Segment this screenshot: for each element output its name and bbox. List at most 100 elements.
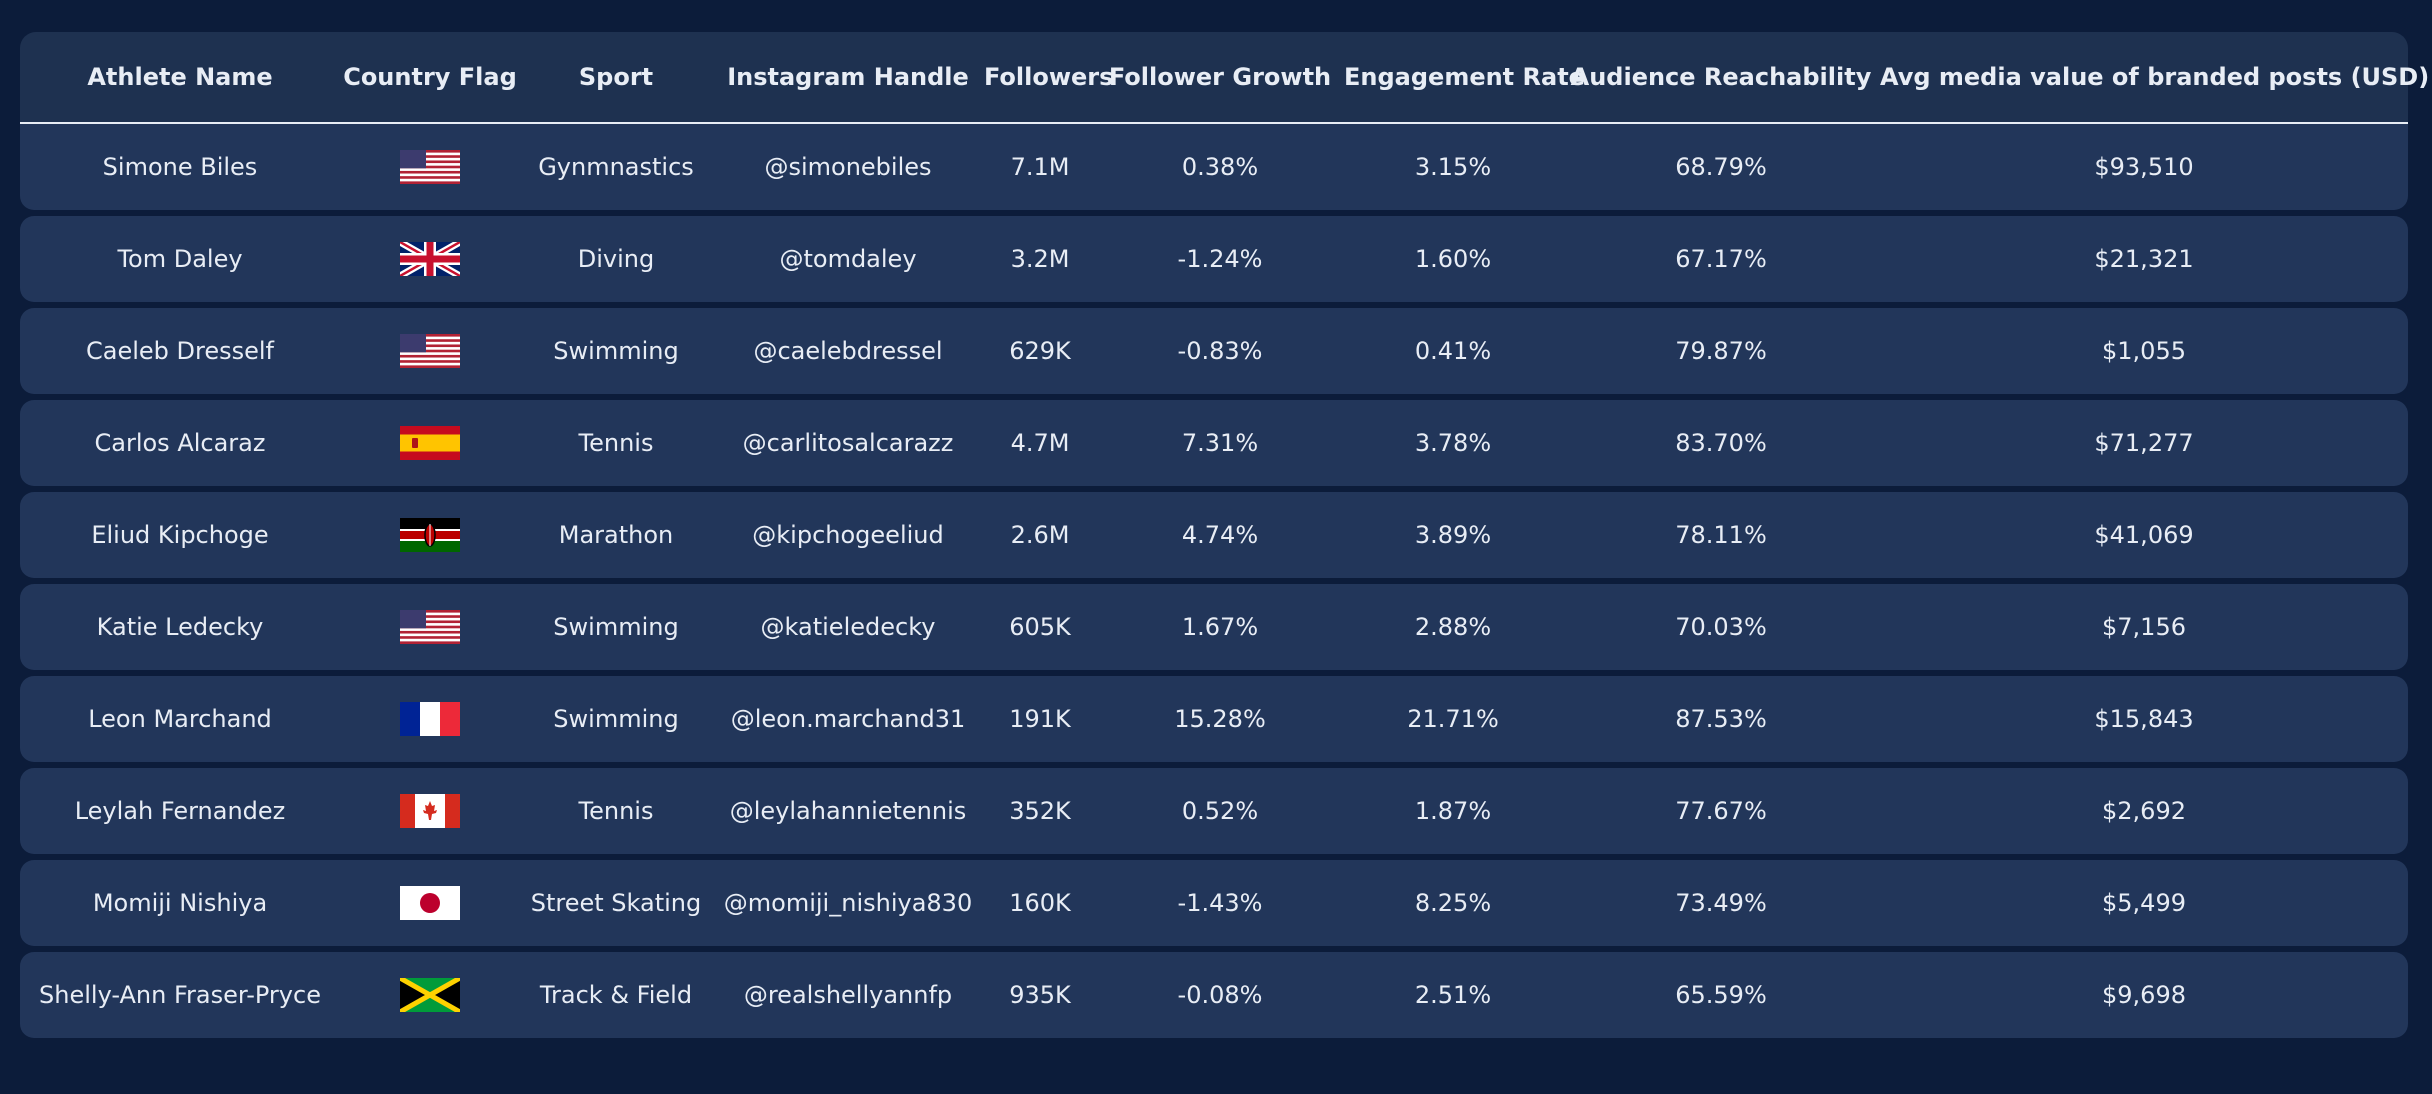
- header-followers: Followers: [984, 63, 1114, 91]
- follower-growth-cell: 7.31%: [1181, 429, 1259, 457]
- header-engagement-rate: Engagement Rate: [1344, 63, 1585, 91]
- athlete-name-cell: Leylah Fernandez: [74, 797, 286, 825]
- audience-reachability-cell: 78.11%: [1675, 521, 1767, 549]
- followers-cell: 605K: [1009, 613, 1071, 641]
- us-flag-icon: [400, 150, 460, 184]
- avg-media-value-cell: $93,510: [2094, 153, 2194, 181]
- athlete-name-cell: Leon Marchand: [88, 705, 272, 733]
- instagram-handle-cell: @realshellyannfp: [743, 981, 953, 1009]
- instagram-handle-cell: @leylahannietennis: [729, 797, 967, 825]
- country-flag-cell: [340, 242, 520, 276]
- followers-cell: 2.6M: [1010, 521, 1070, 549]
- avg-media-value-cell: $21,321: [2094, 245, 2194, 273]
- table-row: Momiji Nishiya Street Skating @momiji_nis…: [20, 860, 2408, 946]
- audience-reachability-cell: 65.59%: [1675, 981, 1767, 1009]
- header-country-flag: Country Flag: [343, 63, 517, 91]
- instagram-handle-cell: @caelebdressel: [753, 337, 943, 365]
- avg-media-value-cell: $5,499: [2102, 889, 2186, 917]
- followers-cell: 191K: [1009, 705, 1071, 733]
- avg-media-value-cell: $41,069: [2094, 521, 2194, 549]
- country-flag-cell: [340, 610, 520, 644]
- table-row: Eliud Kipchoge Marathon @kipchogeeliud 2.6…: [20, 492, 2408, 578]
- table-row: Shelly-Ann Fraser-Pryce Track & Field @re…: [20, 952, 2408, 1038]
- audience-reachability-cell: 67.17%: [1675, 245, 1767, 273]
- follower-growth-cell: 15.28%: [1174, 705, 1266, 733]
- japan-flag-icon: [400, 886, 460, 920]
- country-flag-cell: [340, 150, 520, 184]
- us-flag-icon: [400, 334, 460, 368]
- engagement-rate-cell: 8.25%: [1414, 889, 1492, 917]
- sport-cell: Gynmnastics: [538, 153, 694, 181]
- avg-media-value-cell: $71,277: [2094, 429, 2194, 457]
- table-row: Katie Ledecky Swimming @katieledecky 605K 1…: [20, 584, 2408, 670]
- avg-media-value-cell: $7,156: [2102, 613, 2186, 641]
- engagement-rate-cell: 21.71%: [1407, 705, 1499, 733]
- sport-cell: Tennis: [578, 797, 654, 825]
- table-row: Leon Marchand Swimming @leon.marchand31 19…: [20, 676, 2408, 762]
- followers-cell: 352K: [1009, 797, 1071, 825]
- followers-cell: 629K: [1009, 337, 1071, 365]
- avg-media-value-cell: $2,692: [2102, 797, 2186, 825]
- us-flag-icon: [400, 610, 460, 644]
- sport-cell: Track & Field: [539, 981, 693, 1009]
- engagement-rate-cell: 0.41%: [1414, 337, 1492, 365]
- instagram-handle-cell: @tomdaley: [779, 245, 917, 273]
- instagram-handle-cell: @leon.marchand31: [730, 705, 966, 733]
- athlete-name-cell: Simone Biles: [102, 153, 258, 181]
- instagram-handle-cell: @katieledecky: [760, 613, 936, 641]
- audience-reachability-cell: 83.70%: [1675, 429, 1767, 457]
- followers-cell: 4.7M: [1010, 429, 1070, 457]
- engagement-rate-cell: 3.78%: [1414, 429, 1492, 457]
- athlete-name-cell: Katie Ledecky: [96, 613, 264, 641]
- instagram-handle-cell: @carlitosalcarazz: [742, 429, 954, 457]
- follower-growth-cell: -1.24%: [1177, 245, 1263, 273]
- follower-growth-cell: 0.38%: [1181, 153, 1259, 181]
- sport-cell: Swimming: [553, 613, 679, 641]
- country-flag-cell: [340, 978, 520, 1012]
- audience-reachability-cell: 68.79%: [1675, 153, 1767, 181]
- athlete-name-cell: Momiji Nishiya: [92, 889, 268, 917]
- header-sport: Sport: [578, 63, 654, 91]
- header-avg-media-value: Avg media value of branded posts (USD): [1880, 63, 2430, 91]
- athlete-name-cell: Shelly-Ann Fraser-Pryce: [39, 981, 321, 1009]
- country-flag-cell: [340, 334, 520, 368]
- engagement-rate-cell: 3.89%: [1414, 521, 1492, 549]
- uk-flag-icon: [400, 242, 460, 276]
- country-flag-cell: [340, 794, 520, 828]
- kenya-flag-icon: [400, 518, 460, 552]
- instagram-handle-cell: @kipchogeeliud: [752, 521, 944, 549]
- table-row: Carlos Alcaraz Tennis @carlitosalcarazz 4.…: [20, 400, 2408, 486]
- engagement-rate-cell: 1.87%: [1414, 797, 1492, 825]
- header-instagram-handle: Instagram Handle: [727, 63, 969, 91]
- follower-growth-cell: 1.67%: [1181, 613, 1259, 641]
- header-audience-reachability: Audience Reachability: [1570, 63, 1872, 91]
- followers-cell: 7.1M: [1010, 153, 1070, 181]
- table-row: Caeleb Dresself Swimming @caelebdressel 62…: [20, 308, 2408, 394]
- avg-media-value-cell: $15,843: [2094, 705, 2194, 733]
- table-row: Simone Biles Gynmnastics @simonebiles 7.1M…: [20, 124, 2408, 210]
- follower-growth-cell: -1.43%: [1177, 889, 1263, 917]
- spain-flag-icon: [400, 426, 460, 460]
- sport-cell: Marathon: [558, 521, 674, 549]
- audience-reachability-cell: 73.49%: [1675, 889, 1767, 917]
- engagement-rate-cell: 2.88%: [1414, 613, 1492, 641]
- country-flag-cell: [340, 886, 520, 920]
- athlete-name-cell: Carlos Alcaraz: [94, 429, 266, 457]
- athlete-name-cell: Caeleb Dresself: [85, 337, 274, 365]
- table-row: Tom Daley Diving @tomdaley 3.2M -1.24% 1.60%…: [20, 216, 2408, 302]
- athlete-name-cell: Tom Daley: [117, 245, 243, 273]
- sport-cell: Tennis: [578, 429, 654, 457]
- avg-media-value-cell: $1,055: [2102, 337, 2186, 365]
- france-flag-icon: [400, 702, 460, 736]
- jamaica-flag-icon: [400, 978, 460, 1012]
- audience-reachability-cell: 87.53%: [1675, 705, 1767, 733]
- instagram-handle-cell: @momiji_nishiya830: [723, 889, 973, 917]
- athlete-name-cell: Eliud Kipchoge: [91, 521, 269, 549]
- country-flag-cell: [340, 426, 520, 460]
- header-follower-growth: Follower Growth: [1108, 63, 1332, 91]
- followers-cell: 3.2M: [1010, 245, 1070, 273]
- sport-cell: Diving: [577, 245, 655, 273]
- audience-reachability-cell: 77.67%: [1675, 797, 1767, 825]
- follower-growth-cell: 4.74%: [1181, 521, 1259, 549]
- sport-cell: Swimming: [553, 337, 679, 365]
